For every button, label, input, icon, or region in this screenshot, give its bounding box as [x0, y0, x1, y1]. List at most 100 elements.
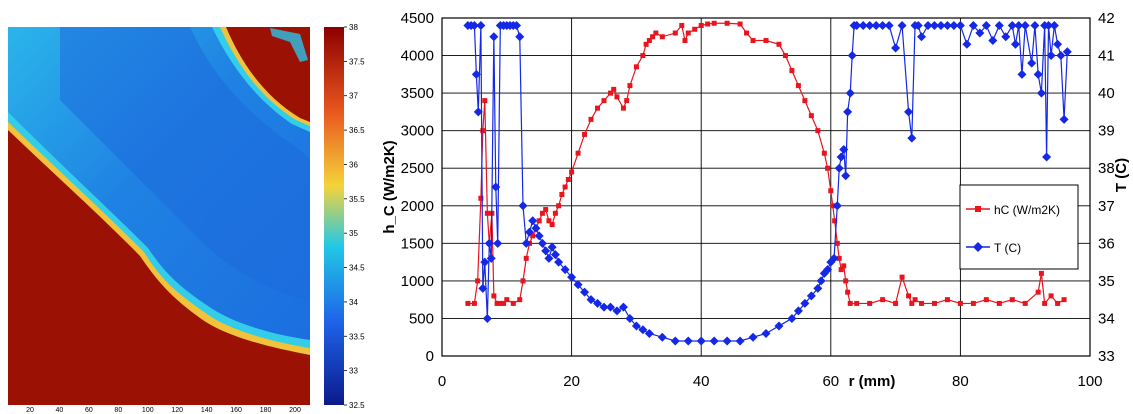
- thermal-x-tick: 80: [114, 407, 122, 414]
- x-tick-label: 100: [1077, 373, 1102, 390]
- data-point: [975, 28, 985, 38]
- data-point: [569, 169, 575, 175]
- data-point: [1027, 58, 1037, 68]
- data-point: [912, 297, 918, 303]
- data-point: [917, 32, 927, 42]
- data-point: [838, 267, 844, 273]
- colorbar-gradient: [324, 27, 344, 405]
- data-point: [683, 336, 693, 346]
- data-point: [544, 253, 554, 263]
- data-point: [962, 39, 972, 49]
- data-point: [858, 21, 868, 31]
- data-point: [670, 336, 680, 346]
- data-point: [1055, 300, 1061, 306]
- y-tick-label: 1000: [401, 273, 434, 290]
- data-point: [534, 231, 544, 241]
- data-point: [473, 107, 483, 117]
- data-point: [497, 300, 503, 306]
- thermal-image: 20 40 60 80 100 120 140 160 180 200: [8, 27, 310, 414]
- data-point: [836, 152, 846, 162]
- data-point: [478, 283, 488, 293]
- data-point: [843, 107, 853, 117]
- data-point: [1030, 21, 1040, 31]
- data-point: [996, 300, 1002, 306]
- legend: hC (W/m2K) T (C): [959, 184, 1079, 270]
- data-point: [530, 233, 536, 239]
- data-point: [586, 295, 596, 305]
- data-point: [748, 332, 758, 342]
- data-point: [512, 21, 522, 31]
- data-point: [520, 278, 526, 284]
- data-point: [795, 83, 801, 89]
- thermal-x-tick: 140: [201, 407, 213, 414]
- x-tick-label: 0: [438, 373, 446, 390]
- x-tick-label: 20: [563, 373, 580, 390]
- data-point: [942, 21, 952, 31]
- data-point: [573, 280, 583, 290]
- data-point: [537, 238, 547, 248]
- data-point: [588, 116, 594, 122]
- data-point: [599, 302, 609, 312]
- data-point: [556, 203, 562, 209]
- data-point: [601, 98, 607, 104]
- thermal-x-tick: 20: [26, 407, 34, 414]
- data-point: [653, 30, 659, 36]
- data-point: [536, 218, 542, 224]
- x-tick-label: 40: [693, 373, 710, 390]
- data-point: [929, 21, 939, 31]
- data-point: [611, 86, 617, 92]
- y2-tick-label: 39: [1098, 123, 1115, 140]
- legend-label: hC (W/m2K): [994, 203, 1060, 217]
- y-tick-label: 2000: [401, 198, 434, 215]
- data-point: [605, 302, 615, 312]
- data-point: [841, 263, 847, 269]
- data-point: [679, 23, 685, 29]
- thermal-x-tick: 180: [260, 407, 272, 414]
- y2-tick-label: 33: [1098, 348, 1115, 365]
- data-point: [482, 313, 492, 323]
- data-point: [562, 184, 568, 190]
- data-point: [841, 171, 851, 181]
- legend-box: [959, 184, 1079, 270]
- y2-axis-label: T (C): [1113, 158, 1130, 192]
- data-point: [482, 98, 488, 104]
- data-point: [845, 289, 851, 295]
- y-axis-label: h_C (W/m2K): [382, 140, 398, 233]
- thermal-x-tick: 160: [230, 407, 242, 414]
- data-point: [806, 291, 816, 301]
- data-point: [698, 23, 704, 29]
- data-point: [944, 297, 950, 303]
- data-point: [970, 300, 976, 306]
- colorbar-tick-label: 35: [349, 229, 358, 238]
- data-point: [923, 21, 933, 31]
- legend-label: T (C): [994, 241, 1021, 255]
- y2-tick-label: 34: [1098, 310, 1115, 327]
- data-point: [832, 218, 838, 224]
- colorbar-tick-label: 33.5: [349, 332, 365, 341]
- data-point: [761, 328, 771, 338]
- data-point: [480, 128, 486, 134]
- colorbar-tick-label: 34.5: [349, 264, 365, 273]
- legend-marker: [975, 206, 981, 212]
- data-point: [1056, 51, 1066, 61]
- data-point: [692, 26, 698, 32]
- data-point: [750, 38, 756, 44]
- data-point: [907, 133, 917, 143]
- data-point: [565, 176, 571, 182]
- data-point: [493, 238, 503, 248]
- data-point: [471, 69, 481, 79]
- data-point: [981, 21, 991, 31]
- data-point: [994, 21, 1004, 31]
- data-point: [709, 336, 719, 346]
- data-point: [575, 150, 581, 156]
- data-point: [1022, 300, 1028, 306]
- data-point: [906, 293, 912, 299]
- data-point: [744, 30, 750, 36]
- data-point: [1009, 297, 1015, 303]
- data-point: [554, 257, 564, 267]
- y2-tick-label: 38: [1098, 160, 1115, 177]
- data-point: [1033, 69, 1043, 79]
- data-point: [633, 64, 639, 70]
- data-point: [834, 163, 844, 173]
- data-point: [1044, 21, 1054, 31]
